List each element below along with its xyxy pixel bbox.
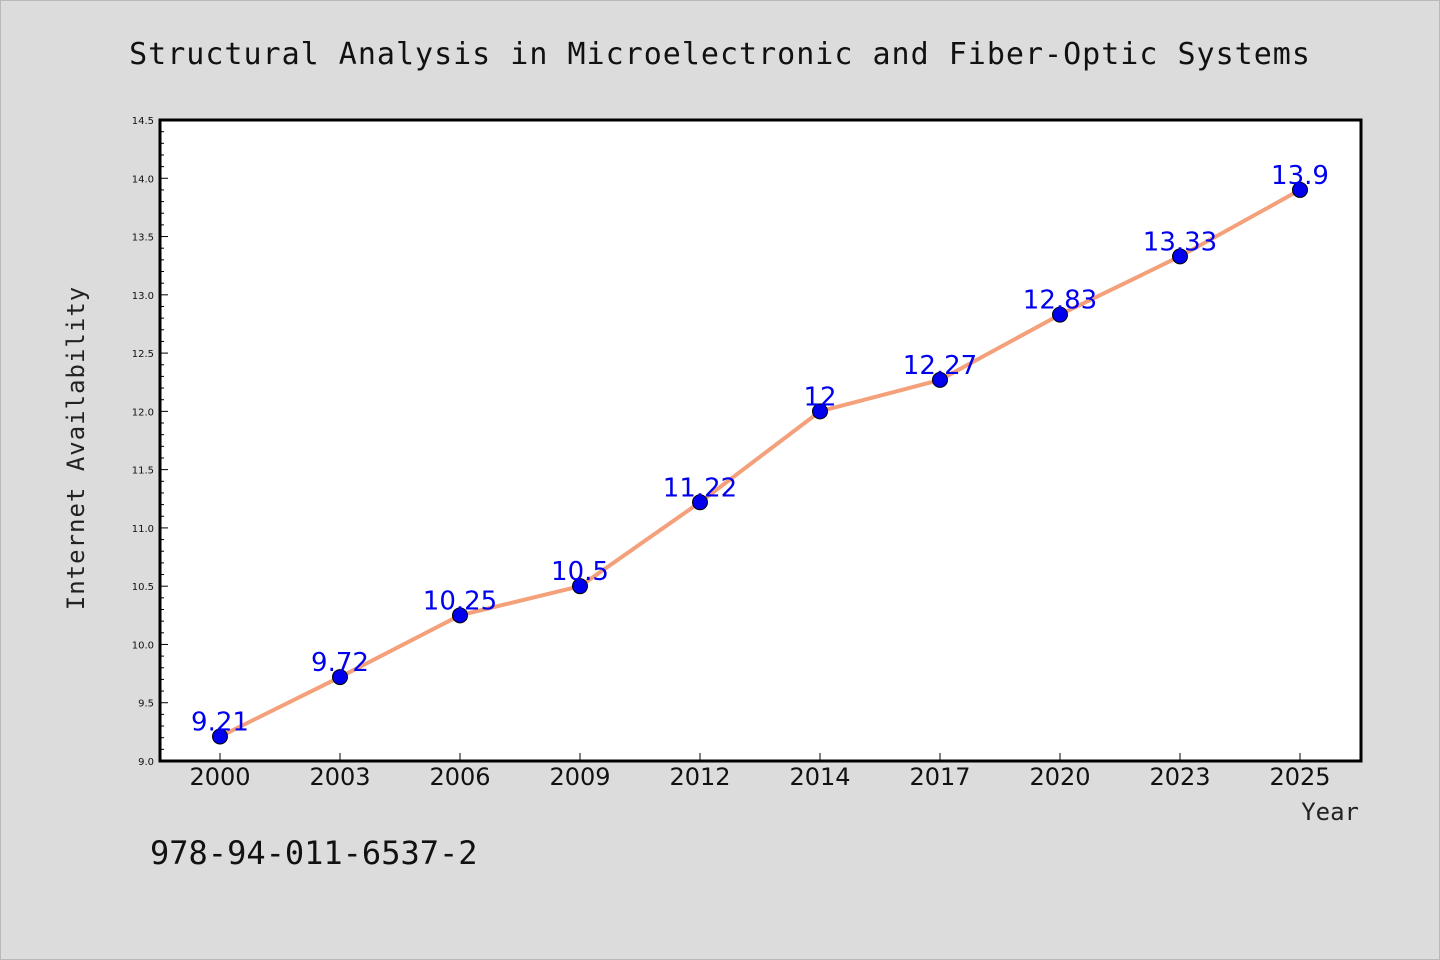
x-tick-label: 2023 xyxy=(1149,763,1210,791)
y-tick-label: 11.0 xyxy=(132,524,154,535)
x-tick-label: 2006 xyxy=(429,763,490,791)
data-label: 9.21 xyxy=(191,708,249,738)
y-tick-label: 13.0 xyxy=(132,291,154,302)
x-axis-label: Year xyxy=(1301,798,1359,826)
y-tick-label: 10.0 xyxy=(132,640,154,651)
data-point xyxy=(1292,181,1308,198)
y-tick-label: 11.5 xyxy=(132,466,154,477)
data-label: 10.25 xyxy=(423,586,497,616)
data-label: 11.22 xyxy=(663,473,737,503)
y-tick-label: 14.5 xyxy=(132,116,154,127)
x-tick-label: 2000 xyxy=(189,763,250,791)
data-point xyxy=(1172,248,1188,265)
data-point xyxy=(332,669,348,686)
y-tick-label: 9.0 xyxy=(138,757,154,768)
chart-title: Structural Analysis in Microelectronic a… xyxy=(129,37,1311,72)
data-label: 9.72 xyxy=(311,648,369,678)
data-label: 10.5 xyxy=(551,557,609,587)
footer-isbn-text: 978-94-011-6537-2 xyxy=(150,834,478,872)
data-point xyxy=(572,578,588,595)
y-axis: 9.0 9.5 10.0 10.5 11.0 11.5 12.0 12.5 13.0 13.5 14… xyxy=(132,116,168,768)
data-label: 12.27 xyxy=(903,351,977,381)
data-point xyxy=(692,494,708,511)
x-tick-label: 2017 xyxy=(909,763,970,791)
data-point xyxy=(932,371,948,388)
x-tick-label: 2014 xyxy=(789,763,850,791)
data-point xyxy=(1052,306,1068,323)
y-tick-label: 12.0 xyxy=(132,407,154,418)
data-label: 13.9 xyxy=(1271,161,1329,191)
data-label: 12 xyxy=(803,382,836,412)
x-tick-label: 2025 xyxy=(1269,763,1330,791)
data-labels: 9.21 9.72 10.25 10.5 11.22 12 12.27 12.83 13.33 1… xyxy=(191,161,1329,738)
data-point xyxy=(452,607,468,624)
y-tick-label: 12.5 xyxy=(132,349,154,360)
plot-area xyxy=(158,118,1363,763)
series-line xyxy=(219,188,1301,739)
y-tick-label: 14.0 xyxy=(132,174,154,185)
y-tick-label: 13.5 xyxy=(132,233,154,244)
y-tick-label: 9.5 xyxy=(138,699,154,710)
y-axis-label: Internet Availability xyxy=(62,286,90,610)
x-tick-label: 2009 xyxy=(549,763,610,791)
data-point xyxy=(212,728,228,745)
y-tick-label: 10.5 xyxy=(132,582,154,593)
data-label: 12.83 xyxy=(1023,286,1097,316)
series-line-group xyxy=(212,181,1308,745)
x-axis: 2000 2003 2006 2009 2012 2014 2017 2020 2023 2025 xyxy=(189,753,1331,791)
x-tick-label: 2020 xyxy=(1029,763,1090,791)
x-tick-label: 2003 xyxy=(309,763,370,791)
data-point xyxy=(812,403,828,420)
data-label: 13.33 xyxy=(1143,227,1217,257)
x-tick-label: 2012 xyxy=(669,763,730,791)
